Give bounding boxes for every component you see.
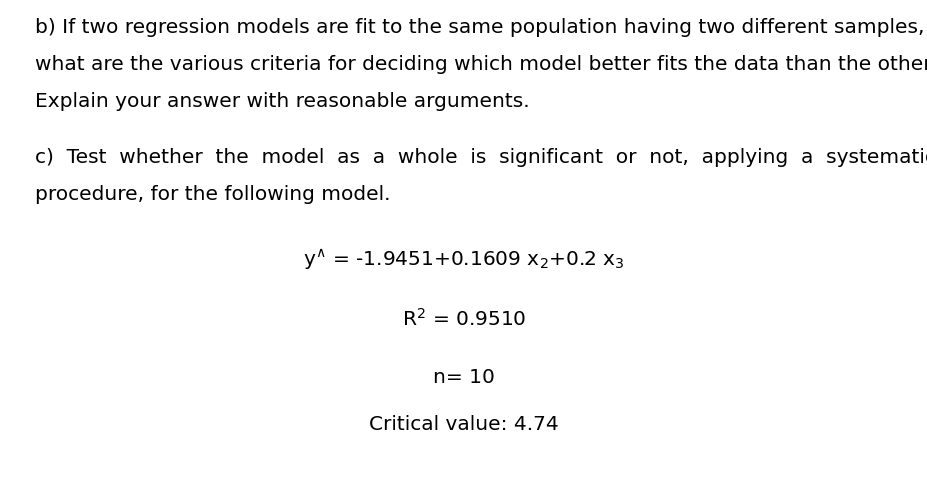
- Text: b) If two regression models are fit to the same population having two different : b) If two regression models are fit to t…: [35, 18, 924, 37]
- Text: c)  Test  whether  the  model  as  a  whole  is  significant  or  not,  applying: c) Test whether the model as a whole is …: [35, 148, 927, 167]
- Text: Critical value: 4.74: Critical value: 4.74: [369, 415, 558, 434]
- Text: what are the various criteria for deciding which model better fits the data than: what are the various criteria for decidi…: [35, 55, 927, 74]
- Text: y$^\mathdefault{\wedge}$ = -1.9451+0.1609 x$_\mathdefault{2}$+0.2 x$_\mathdefaul: y$^\mathdefault{\wedge}$ = -1.9451+0.160…: [303, 248, 624, 272]
- Text: procedure, for the following model.: procedure, for the following model.: [35, 185, 390, 204]
- Text: R$^\mathdefault{2}$ = 0.9510: R$^\mathdefault{2}$ = 0.9510: [401, 308, 526, 330]
- Text: Explain your answer with reasonable arguments.: Explain your answer with reasonable argu…: [35, 92, 529, 111]
- Text: n= 10: n= 10: [433, 368, 494, 387]
